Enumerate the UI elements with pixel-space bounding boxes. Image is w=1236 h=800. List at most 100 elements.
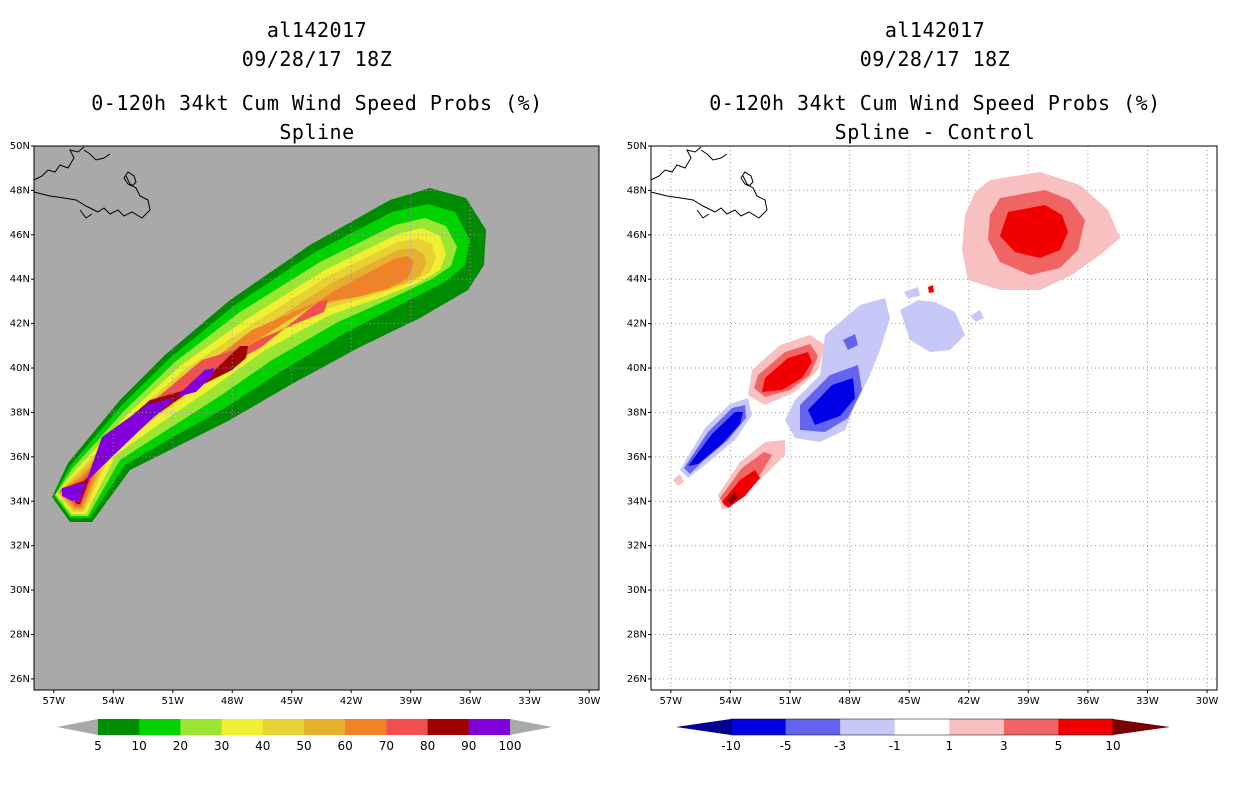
right-product-title: 0-120h 34kt Cum Wind Speed Probs (%) — [709, 91, 1161, 115]
diff-neg-1-small-b — [904, 287, 920, 298]
left-lat-label: 36N — [10, 452, 30, 463]
left-colorbar-box — [221, 719, 264, 735]
left-lat-label: 42N — [10, 319, 30, 330]
right-colorbar-box — [1003, 719, 1059, 735]
left-colorbar-box — [427, 719, 470, 735]
left-lon-label: 36W — [459, 696, 482, 707]
right-lat-label: 38N — [627, 407, 647, 418]
right-colorbar-label: -1 — [889, 739, 901, 753]
right-lat-label: 44N — [627, 274, 647, 285]
right-lat-label: 32N — [627, 541, 647, 552]
left-colorbar-label: 100 — [499, 739, 522, 753]
diff-pos-10-lower — [728, 492, 738, 504]
right-colorbar-box — [894, 719, 950, 735]
right-difference-contours — [673, 172, 1120, 510]
right-lon-label: 42W — [957, 696, 980, 707]
diff-pos-5-ne — [1000, 205, 1068, 258]
right-lat-label: 30N — [627, 585, 647, 596]
right-colorbar-box — [840, 719, 896, 735]
left-colorbar-box — [180, 719, 223, 735]
right-colorbar-label: 3 — [1000, 739, 1008, 753]
left-lat-label: 50N — [10, 141, 30, 152]
right-colorbar-label: -10 — [721, 739, 741, 753]
left-lon-label: 48W — [221, 696, 244, 707]
right-lon-label: 36W — [1077, 696, 1100, 707]
right-lat-label: 40N — [627, 363, 647, 374]
left-colorbar-high-triangle — [510, 719, 552, 735]
left-lon-label: 39W — [399, 696, 422, 707]
left-lat-label: 48N — [10, 185, 30, 196]
right-colorbar-label: -5 — [780, 739, 792, 753]
right-axis-labels: 50N 48N 46N 44N 42N 40N 38N 36N 34N 32N 30N 28N 26N 5… — [627, 141, 1219, 707]
right-lat-label: 34N — [627, 496, 647, 507]
left-lat-label: 38N — [10, 407, 30, 418]
left-colorbar-boxes — [98, 719, 511, 735]
diff-pos-1-dot — [673, 474, 684, 486]
left-lat-label: 28N — [10, 629, 30, 640]
left-lon-label: 45W — [280, 696, 303, 707]
right-lat-label: 26N — [627, 674, 647, 685]
left-subtitle: Spline — [279, 120, 355, 144]
left-coastline — [33, 146, 151, 219]
right-lon-label: 33W — [1136, 696, 1159, 707]
left-product-title: 0-120h 34kt Cum Wind Speed Probs (%) — [91, 91, 543, 115]
prob-contour-60 — [59, 256, 414, 508]
right-colorbar: -10 -5 -3 -1 1 3 5 10 — [676, 718, 1170, 753]
left-lon-label: 54W — [102, 696, 125, 707]
diff-neg-1-small-c — [970, 310, 984, 322]
diff-neg-5-mid — [808, 378, 855, 425]
right-lat-label: 48N — [627, 185, 647, 196]
right-lat-label: 42N — [627, 319, 647, 330]
right-lon-label: 48W — [838, 696, 861, 707]
right-map: 50N 48N 46N 44N 42N 40N 38N 36N 34N 32N 30N 28N 26N 5… — [627, 141, 1219, 707]
right-lon-label: 57W — [660, 696, 683, 707]
right-lat-label: 50N — [627, 141, 647, 152]
left-colorbar-low-triangle — [57, 719, 98, 735]
left-lon-label: 57W — [43, 696, 66, 707]
right-coastline — [650, 146, 768, 219]
right-colorbar-label: 10 — [1105, 739, 1120, 753]
diff-neg-3-small — [843, 334, 858, 350]
right-colorbar-boxes — [730, 718, 1114, 736]
prob-contour-90 — [62, 368, 214, 502]
diff-neg-1-small-a — [900, 300, 965, 352]
left-lat-label: 46N — [10, 230, 30, 241]
left-colorbar-label: 90 — [461, 739, 476, 753]
left-colorbar-label: 40 — [255, 739, 270, 753]
right-colorbar-label: 1 — [945, 739, 953, 753]
left-colorbar-box — [262, 719, 305, 735]
left-colorbar-label: 30 — [214, 739, 229, 753]
diff-pos-5-dot — [928, 285, 934, 293]
left-map: 50N 48N 46N 44N 42N 40N 38N 36N 34N 32N 30N 28N 26N 5… — [10, 141, 601, 707]
right-colorbar-box — [785, 719, 841, 735]
left-colorbar-box — [139, 719, 181, 735]
right-colorbar-box — [1058, 719, 1114, 735]
right-lon-label: 39W — [1017, 696, 1040, 707]
left-colorbar-box — [304, 719, 346, 735]
right-subtitle: Spline - Control — [834, 120, 1036, 144]
left-colorbar-label: 80 — [420, 739, 435, 753]
left-colorbar-label: 70 — [379, 739, 394, 753]
right-lat-label: 36N — [627, 452, 647, 463]
left-lat-label: 34N — [10, 496, 30, 507]
left-lon-label: 33W — [518, 696, 541, 707]
right-datetime: 09/28/17 18Z — [859, 47, 1011, 71]
left-colorbar-label: 60 — [338, 739, 353, 753]
right-lon-label: 30W — [1196, 696, 1219, 707]
right-title-block: al142017 09/28/17 18Z 0-120h 34kt Cum Wi… — [652, 16, 1218, 147]
left-colorbar-box — [345, 719, 387, 735]
left-colorbar-box — [468, 719, 511, 735]
left-lat-label: 30N — [10, 585, 30, 596]
left-axis-labels: 50N 48N 46N 44N 42N 40N 38N 36N 34N 32N 30N 28N 26N 5… — [10, 141, 601, 707]
left-lon-label: 42W — [340, 696, 363, 707]
right-lat-label: 28N — [627, 629, 647, 640]
left-colorbar-label: 20 — [173, 739, 188, 753]
left-lat-label: 32N — [10, 541, 30, 552]
right-colorbar-label: 5 — [1055, 739, 1063, 753]
right-lon-label: 54W — [719, 696, 742, 707]
left-lat-label: 26N — [10, 674, 30, 685]
left-probability-contours — [52, 188, 486, 522]
left-datetime: 09/28/17 18Z — [241, 47, 393, 71]
left-title-block: al142017 09/28/17 18Z 0-120h 34kt Cum Wi… — [34, 16, 600, 147]
